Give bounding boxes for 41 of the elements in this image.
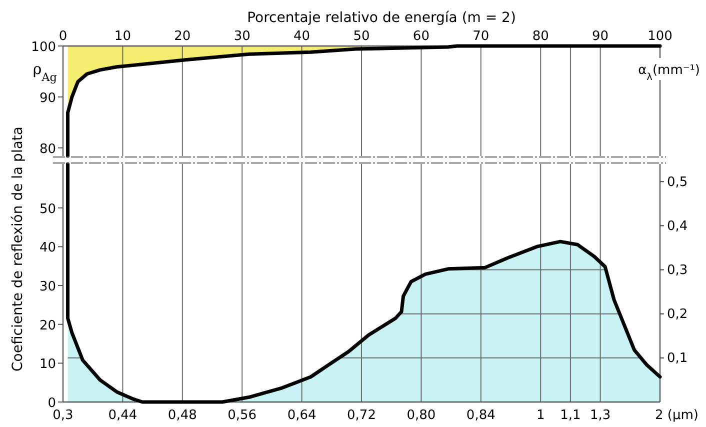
annotation: 0,56	[228, 408, 257, 423]
annotation: 2 (µm)	[655, 408, 698, 423]
y-tick-label: 30	[39, 280, 56, 295]
annotation: 0,64	[287, 408, 316, 423]
x-tick-label: 10	[114, 29, 131, 44]
x-tick-label: 90	[592, 29, 609, 44]
x-tick-label: 70	[472, 29, 490, 44]
y2-tick-label: 0,4	[667, 218, 688, 234]
y-tick-label: 10	[39, 357, 56, 372]
y-tick-label: 100	[31, 40, 56, 55]
x-tick-label: 20	[174, 29, 191, 44]
y2-tick-label: 0,2	[667, 307, 688, 322]
annotation: 0,84	[466, 408, 496, 423]
annotation: 0,80	[406, 408, 436, 423]
y-tick-label: 0	[48, 396, 56, 411]
x-axis-title: Porcentaje relativo de energía (m = 2)	[247, 10, 516, 26]
annotation: 0,44	[108, 408, 138, 423]
y-tick-label: 40	[39, 240, 56, 256]
annotation: 1	[536, 408, 545, 423]
y-tick-label: 80	[39, 142, 56, 157]
y-axis-title: Coeficiente de reflexión de la plata	[10, 126, 26, 372]
annotation: 0,3	[52, 408, 74, 423]
y2-tick-label: 0,3	[667, 262, 688, 278]
y-tick-label: 50	[39, 202, 56, 217]
y2-tick-label: 0,5	[667, 174, 688, 190]
x-tick-label: 60	[412, 29, 430, 44]
y2-axis-title: α$_{λ}$(mm⁻¹)	[638, 63, 700, 82]
x-tick-label: 100	[648, 29, 672, 44]
annotation: 0,72	[347, 408, 376, 423]
annotation: 1,3	[590, 408, 611, 423]
y-tick-label: 90	[39, 90, 56, 106]
x-tick-label: 50	[353, 29, 370, 44]
x-tick-label: 30	[234, 29, 250, 44]
x-tick-label: 40	[294, 29, 310, 44]
annotation: 1,1	[560, 408, 581, 423]
y2-tick-label: 0,1	[667, 351, 688, 366]
y-axis-title: ρ$_{Ag}$	[32, 60, 57, 84]
x-tick-label: 80	[532, 29, 549, 44]
y-tick-label: 20	[39, 318, 56, 334]
annotation: 0,48	[168, 408, 197, 423]
x-tick-label: 0	[58, 29, 68, 44]
